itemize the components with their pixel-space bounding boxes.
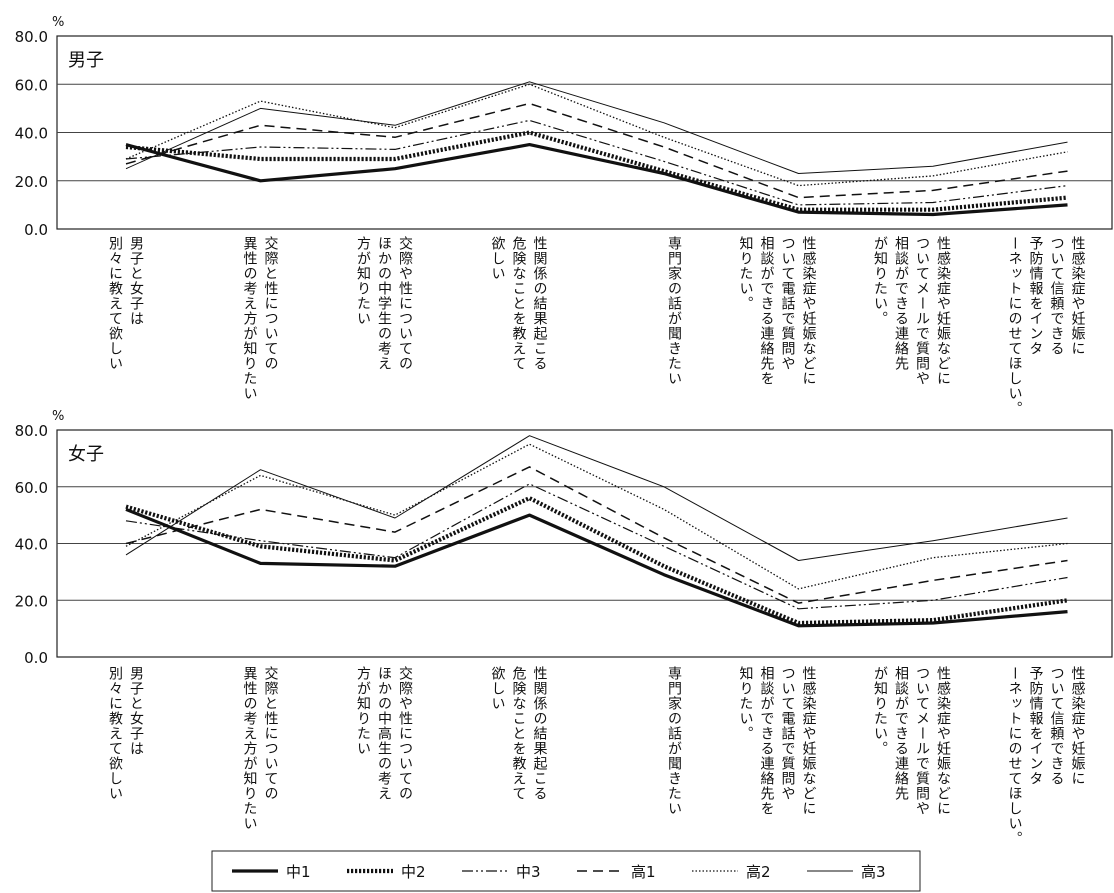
x-category-label: ついてメールで質問や [914,236,930,386]
x-category-label: 危険なことを教えて [511,666,527,801]
x-category-label: 交際や性についての [397,235,413,371]
y-tick-label: 60.0 [15,76,48,94]
x-category-label: 危険なことを教えて [511,236,527,371]
series-line-高2 [125,83,1068,187]
x-category-label: が知りたい。 [872,666,888,756]
x-category-label: ついて電話で質問や [780,666,796,801]
legend: 中1 中2 中3 高1 高2 高3 [211,850,921,892]
legend-label: 高1 [631,863,656,881]
x-category-label: ついて電話で質問や [780,236,796,371]
y-tick-label: 60.0 [15,479,48,497]
series-line-高1 [125,102,1068,199]
x-category-label: 予防情報をインタ [1028,236,1044,356]
legend-label: 中3 [516,863,541,881]
x-category-label: 性感染症や妊娠などに [801,236,817,386]
series-line-高1 [125,466,1068,604]
x-category-label: 男子と女子は [128,236,144,326]
x-category-label: 方が知りたい [355,236,371,326]
x-category-label: ーネットにのせてほしい。 [1007,236,1023,416]
series-line-中3 [125,483,1068,610]
x-category-label: 性感染症や妊娠などに [935,666,951,816]
series-line-高3 [125,435,1068,561]
x-category-label: ついて信頼できる [1049,666,1065,786]
x-category-label: 相談ができる連絡先を [759,666,775,816]
legend-label: 高2 [746,863,771,881]
x-category-label: 交際と性についての [263,235,279,371]
series-line-中1 [125,507,1068,628]
panel-title: 女子 [68,444,104,465]
x-category-label: ほかの中高生の考え [376,666,392,801]
x-category-label: 異性の考え方が知りたい [242,236,258,401]
legend-box [211,850,921,892]
y-tick-label: 80.0 [15,422,48,440]
x-category-label: 欲しい [490,236,506,281]
x-category-label: 性感染症や妊娠に [1070,666,1086,786]
x-category-label: 性関係の結果起こる [532,236,548,371]
x-category-label: 専門家の話が聞きたい [666,666,682,816]
x-category-label: 交際と性についての [263,665,279,801]
x-category-label: 欲しい [490,666,506,711]
y-tick-label: 20.0 [15,173,48,191]
x-category-label: 知りたい。 [738,235,754,311]
x-category-label: が知りたい。 [872,236,888,326]
x-category-label: ほかの中学生の考え [376,236,392,371]
series-line-高3 [125,81,1068,174]
y-tick-label: 40.0 [15,536,48,554]
x-category-label: 知りたい。 [738,665,754,741]
y-tick-label: 20.0 [15,592,48,610]
x-category-label: ついて信頼できる [1049,236,1065,356]
legend-label: 中1 [286,863,311,881]
x-category-label: 別々に教えて欲しい [107,666,123,801]
series-line-中2 [125,496,1068,626]
x-category-label: ついてメールで質問や [914,666,930,816]
x-category-label: 相談ができる連絡先を [759,236,775,386]
series-line-高2 [125,443,1068,590]
x-category-label: 性感染症や妊娠に [1070,236,1086,356]
x-category-label: 異性の考え方が知りたい [242,666,258,831]
legend-label: 高3 [861,863,886,881]
x-category-label: 専門家の話が聞きたい [666,236,682,386]
x-category-label: 交際や性についての [397,665,413,801]
x-category-label: ーネットにのせてほしい。 [1007,666,1023,846]
y-tick-label: 0.0 [24,221,48,239]
series-line-中1 [125,143,1068,217]
y-tick-label: 40.0 [15,125,48,143]
x-category-label: 予防情報をインタ [1028,666,1044,786]
y-tick-label: 0.0 [24,649,48,667]
x-category-label: 性関係の結果起こる [532,666,548,801]
x-category-label: 性感染症や妊娠などに [801,666,817,816]
x-category-label: 相談ができる連絡先 [893,236,909,371]
x-category-label: 別々に教えて欲しい [107,236,123,371]
x-category-label: 性感染症や妊娠などに [935,236,951,386]
x-category-label: 相談ができる連絡先 [893,666,909,801]
y-axis-unit: % [52,409,64,424]
x-category-label: 男子と女子は [128,666,144,756]
x-category-label: 方が知りたい [355,666,371,756]
y-axis-unit: % [52,15,64,30]
series-line-中2 [125,130,1068,212]
series-line-中3 [125,119,1068,206]
panel-title: 男子 [68,50,104,71]
legend-label: 中2 [401,863,426,881]
y-tick-label: 80.0 [15,28,48,46]
